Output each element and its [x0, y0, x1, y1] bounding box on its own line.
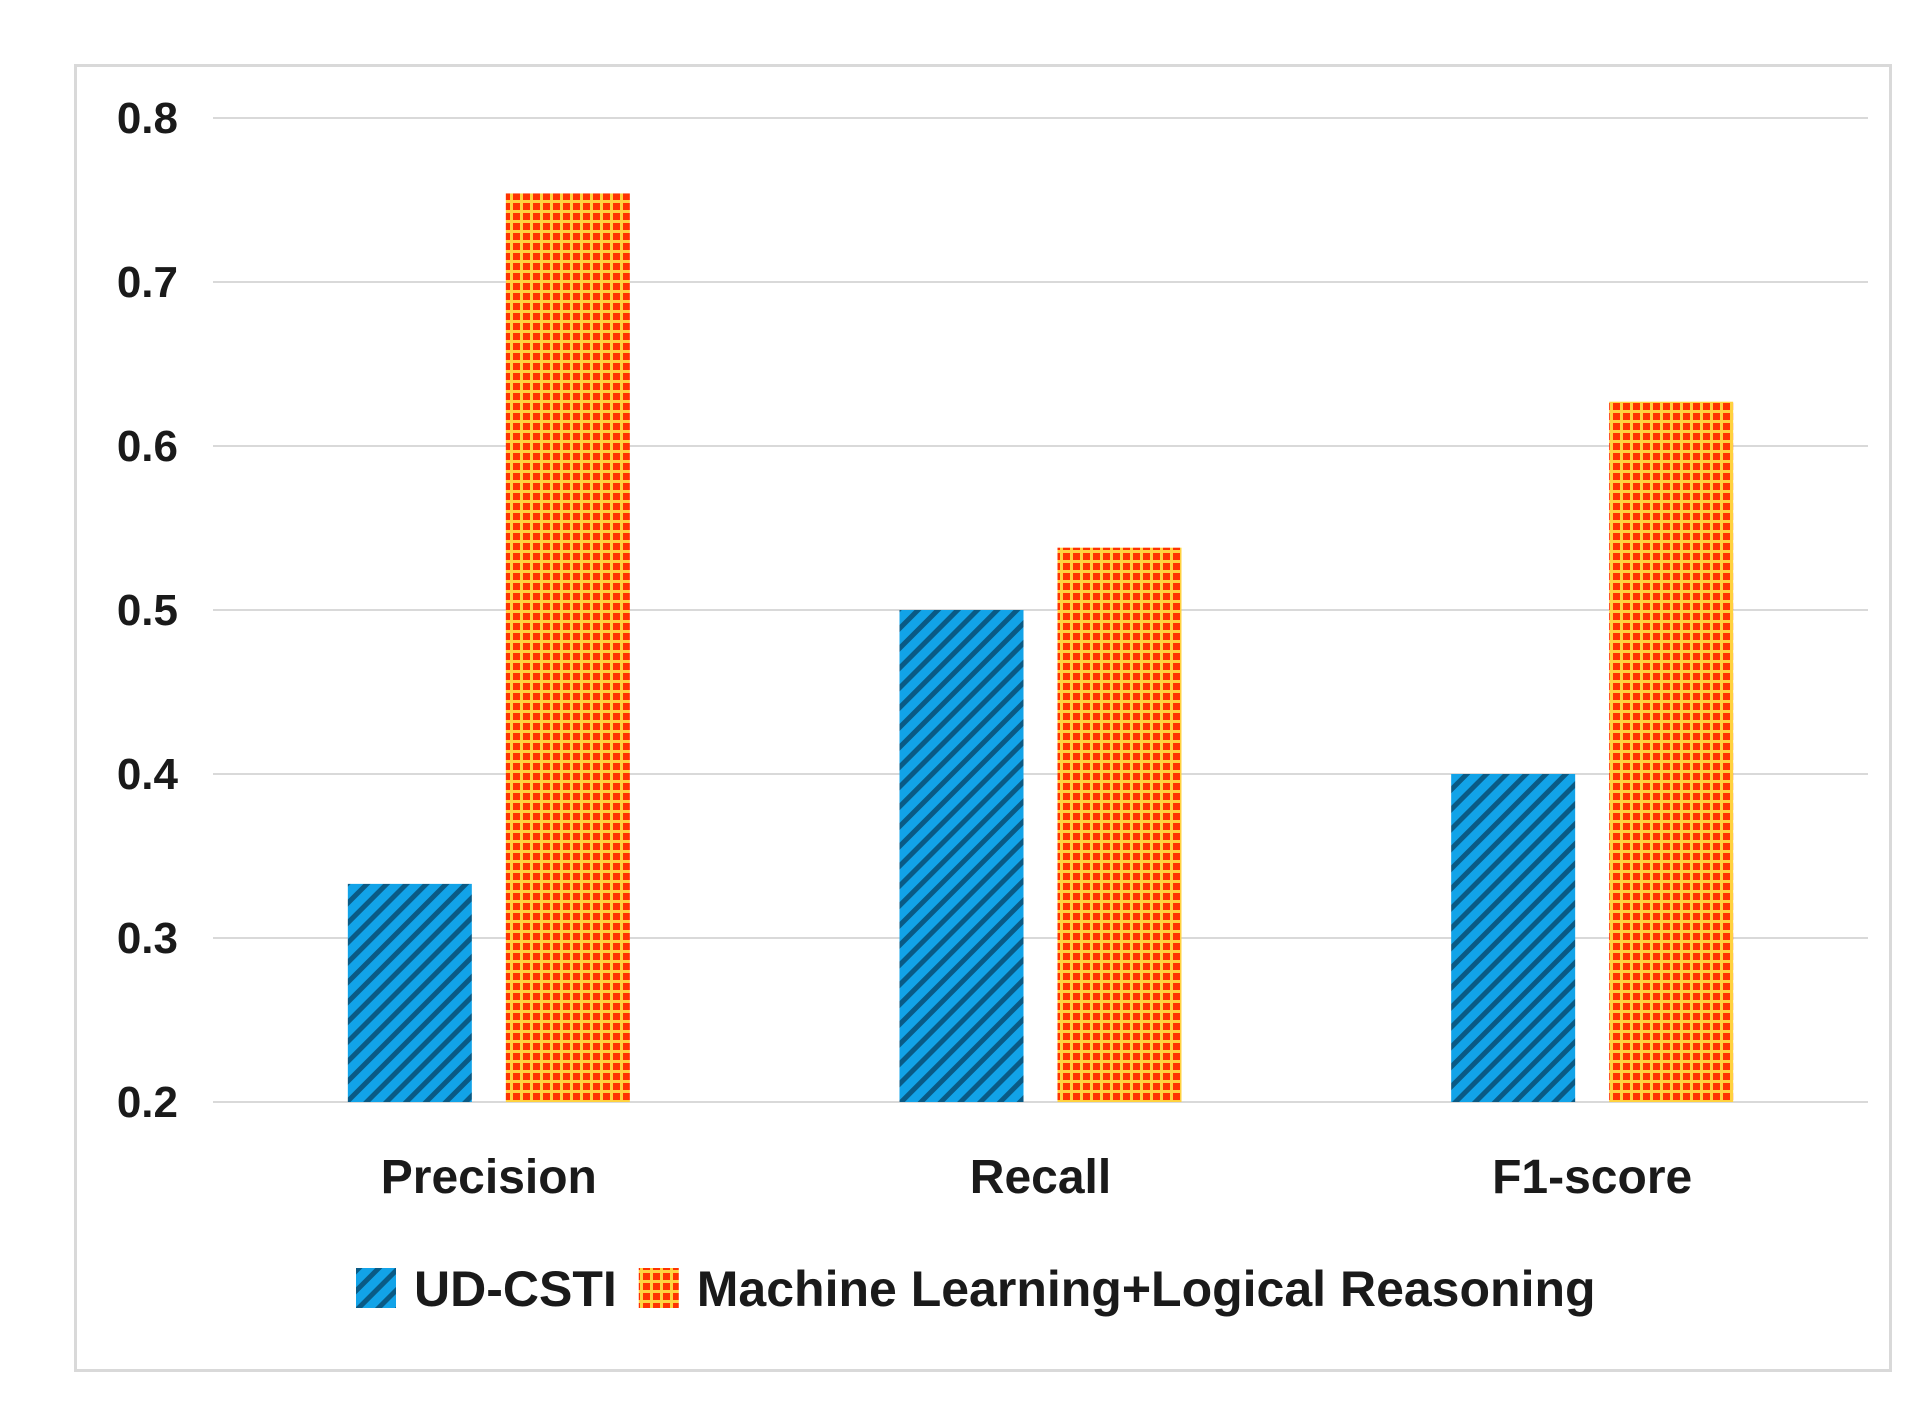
bar-machine-learning-logical-reasoning-f1-score: [1609, 401, 1734, 1103]
y-tick-label: 0.8: [117, 94, 178, 143]
bar-ud-csti-recall: [899, 610, 1024, 1102]
x-category-label: F1-score: [1492, 1151, 1692, 1204]
bar-machine-learning-logical-reasoning-recall: [1057, 547, 1182, 1102]
gridlines: [213, 117, 1868, 1103]
y-axis-ticks: 0.2 0.3 0.4 0.5 0.6 0.7 0.8: [117, 94, 179, 1127]
y-tick-label: 0.3: [117, 914, 178, 963]
x-axis-labels: Precision Recall F1-score: [381, 1151, 1692, 1204]
bar-machine-learning-logical-reasoning-precision: [505, 193, 630, 1102]
bar-ud-csti-f1-score: [1451, 774, 1576, 1102]
y-tick-label: 0.7: [117, 258, 178, 307]
x-category-label: Recall: [970, 1151, 1111, 1204]
y-tick-label: 0.6: [117, 422, 178, 471]
legend-label: Machine Learning+Logical Reasoning: [697, 1261, 1596, 1317]
legend: UD-CSTI Machine Learning+Logical Reasonin…: [356, 1261, 1596, 1317]
x-category-label: Precision: [381, 1151, 597, 1204]
y-tick-label: 0.4: [117, 750, 179, 799]
y-tick-label: 0.5: [117, 586, 178, 635]
legend-swatch: [356, 1268, 396, 1308]
legend-label: UD-CSTI: [414, 1261, 617, 1317]
y-tick-label: 0.2: [117, 1078, 178, 1127]
bar-ud-csti-precision: [347, 883, 472, 1102]
bars: [347, 193, 1734, 1103]
legend-swatch: [638, 1268, 679, 1308]
